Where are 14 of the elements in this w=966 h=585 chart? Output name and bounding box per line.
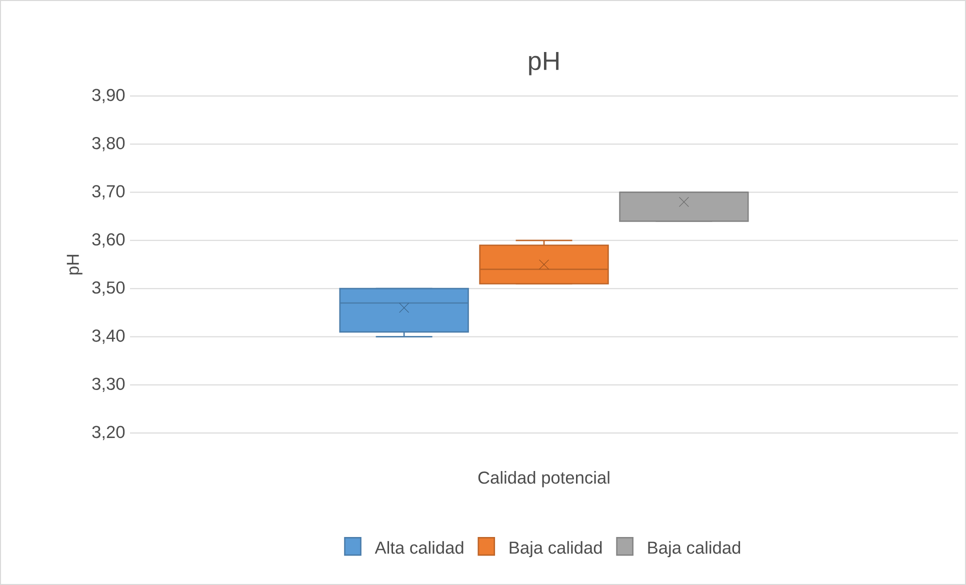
y-tick-label: 3,40 bbox=[92, 330, 125, 344]
y-tick-label: 3,80 bbox=[92, 136, 125, 152]
y-tick-label: 3,30 bbox=[92, 378, 125, 392]
legend-label: Baja calidad bbox=[510, 541, 602, 558]
legend-label: Alta calidad bbox=[374, 541, 464, 554]
y-tick-label: 3,50 bbox=[92, 281, 125, 296]
chart-title: pH bbox=[529, 52, 558, 76]
y-tick-label: 3,60 bbox=[92, 233, 125, 248]
y-tick-label: 3,90 bbox=[92, 88, 125, 104]
legend-label: Baja calidad bbox=[648, 541, 740, 558]
y-tick-label: 3,70 bbox=[92, 185, 125, 200]
y-tick-label: 3,20 bbox=[92, 426, 125, 440]
y-axis-title: pH bbox=[66, 254, 82, 274]
x-tick-label: Calidad potencial bbox=[478, 471, 610, 488]
